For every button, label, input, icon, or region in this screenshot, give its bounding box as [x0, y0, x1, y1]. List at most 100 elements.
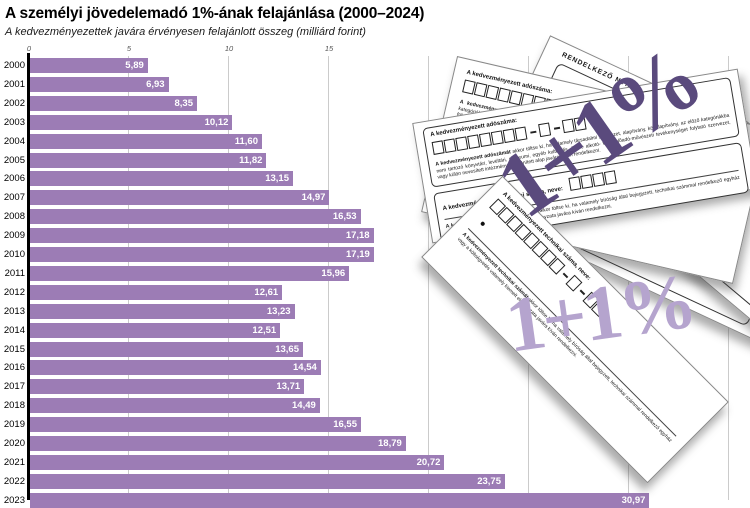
year-label: 2016: [3, 362, 25, 374]
year-label: 2021: [3, 456, 25, 468]
value-label: 14,54: [293, 362, 317, 374]
value-label: 16,53: [332, 211, 357, 223]
bar: 11,60: [30, 133, 262, 149]
value-label: 13,15: [265, 173, 289, 185]
number-box: [573, 116, 587, 132]
bar: 14,49: [30, 398, 320, 414]
value-label: 14,97: [301, 192, 326, 204]
year-label: 2007: [3, 192, 25, 204]
bar: 11,82: [30, 152, 267, 168]
value-label: 16,55: [333, 419, 357, 431]
bar: 17,19: [30, 247, 374, 262]
bar-row: 2017 13,71: [0, 379, 750, 395]
value-label: 20,72: [416, 456, 441, 468]
chart-subtitle: A kedvezményezettek javára érvényesen fe…: [5, 26, 366, 38]
bar-row: 2003 10,12: [0, 114, 750, 130]
year-label: 2013: [3, 305, 25, 317]
number-box: [568, 176, 582, 192]
bar: 12,61: [30, 284, 283, 300]
value-label: 15,96: [321, 267, 346, 279]
year-label: 2011: [4, 267, 25, 279]
number-box: [443, 138, 457, 154]
bar: 20,72: [30, 454, 445, 470]
bar-row: 2002 8,35: [0, 95, 750, 111]
year-label: 2005: [3, 154, 25, 166]
bar-row: 2005 11,82: [0, 152, 750, 168]
year-label: 2020: [3, 438, 25, 449]
number-box: [467, 134, 481, 150]
year-label: 2001: [3, 78, 25, 90]
year-label: 2019: [3, 419, 25, 431]
bar-row: 2001 6,93: [0, 76, 750, 92]
bar-row: 2008 16,53: [0, 209, 750, 225]
bar-row: 2006 13,15: [0, 171, 750, 187]
value-label: 11,82: [239, 154, 263, 166]
value-label: 12,51: [252, 324, 277, 336]
bar-row: 2000 5,89: [0, 58, 750, 73]
year-label: 2008: [3, 211, 25, 223]
bar: 16,53: [30, 209, 361, 225]
bar: 13,71: [30, 379, 305, 395]
bullet-dot: [480, 220, 486, 227]
bar-row: 2022 23,75: [0, 473, 750, 489]
page-title: A személyi jövedelemadó 1%-ának felajánl…: [5, 5, 425, 22]
bar: 14,54: [30, 360, 321, 376]
value-label: 10,12: [204, 116, 229, 128]
number-box: [514, 126, 528, 142]
bar: 13,15: [30, 171, 293, 187]
value-label: 13,23: [266, 305, 291, 317]
dash-separator: [530, 130, 537, 134]
bar-row: 2014 12,51: [0, 322, 750, 338]
bar-row: 2019 16,55: [0, 417, 750, 433]
value-label: 6,93: [146, 78, 165, 90]
bar: 10,12: [30, 114, 233, 130]
bar-row: 2004 11,60: [0, 133, 750, 149]
bar: 5,89: [30, 58, 148, 73]
year-label: 2012: [3, 286, 25, 298]
number-box: [592, 172, 606, 188]
year-label: 2018: [3, 400, 25, 412]
value-label: 8,35: [174, 97, 194, 109]
year-label: 2002: [3, 97, 25, 109]
year-label: 2017: [3, 381, 25, 393]
bar: 16,55: [30, 417, 361, 433]
bar: 12,51: [30, 322, 281, 338]
bar: 8,35: [30, 95, 197, 111]
number-box: [478, 132, 492, 148]
bar-row: 2015 13,65: [0, 341, 750, 357]
x-tick-label: 10: [224, 44, 234, 53]
dash-separator: [553, 126, 561, 130]
year-label: 2003: [3, 116, 25, 128]
dash-separator: [562, 272, 569, 279]
bar: 14,97: [30, 190, 330, 206]
year-label: 2004: [3, 135, 25, 147]
value-label: 17,19: [346, 249, 370, 260]
bar-row: 2012 12,61: [0, 284, 750, 300]
value-label: 23,75: [477, 475, 501, 487]
tech-number-boxes: [568, 168, 618, 193]
value-label: 17,18: [345, 230, 370, 242]
number-box: [561, 118, 575, 134]
bar: 6,93: [30, 76, 169, 92]
bar-row: 2020 18,79: [0, 436, 750, 451]
year-label: 2015: [3, 343, 25, 355]
bar: 13,23: [30, 303, 295, 319]
x-tick-label: 5: [126, 44, 132, 53]
number-box: [431, 140, 445, 156]
number-box: [580, 174, 594, 190]
bar-row: 2009 17,18: [0, 228, 750, 244]
year-label: 2014: [3, 324, 25, 336]
bar-row: 2021 20,72: [0, 454, 750, 470]
y-axis-line: [27, 53, 30, 500]
dash-separator: [579, 289, 586, 296]
bar: 23,75: [30, 473, 505, 489]
value-label: 18,79: [378, 438, 402, 449]
number-box: [604, 170, 618, 186]
x-tick-label: 0: [26, 44, 32, 53]
bar: 13,65: [30, 341, 303, 357]
number-box: [502, 128, 516, 144]
gridline: [428, 56, 429, 500]
bar-row: 2013 13,23: [0, 303, 750, 319]
